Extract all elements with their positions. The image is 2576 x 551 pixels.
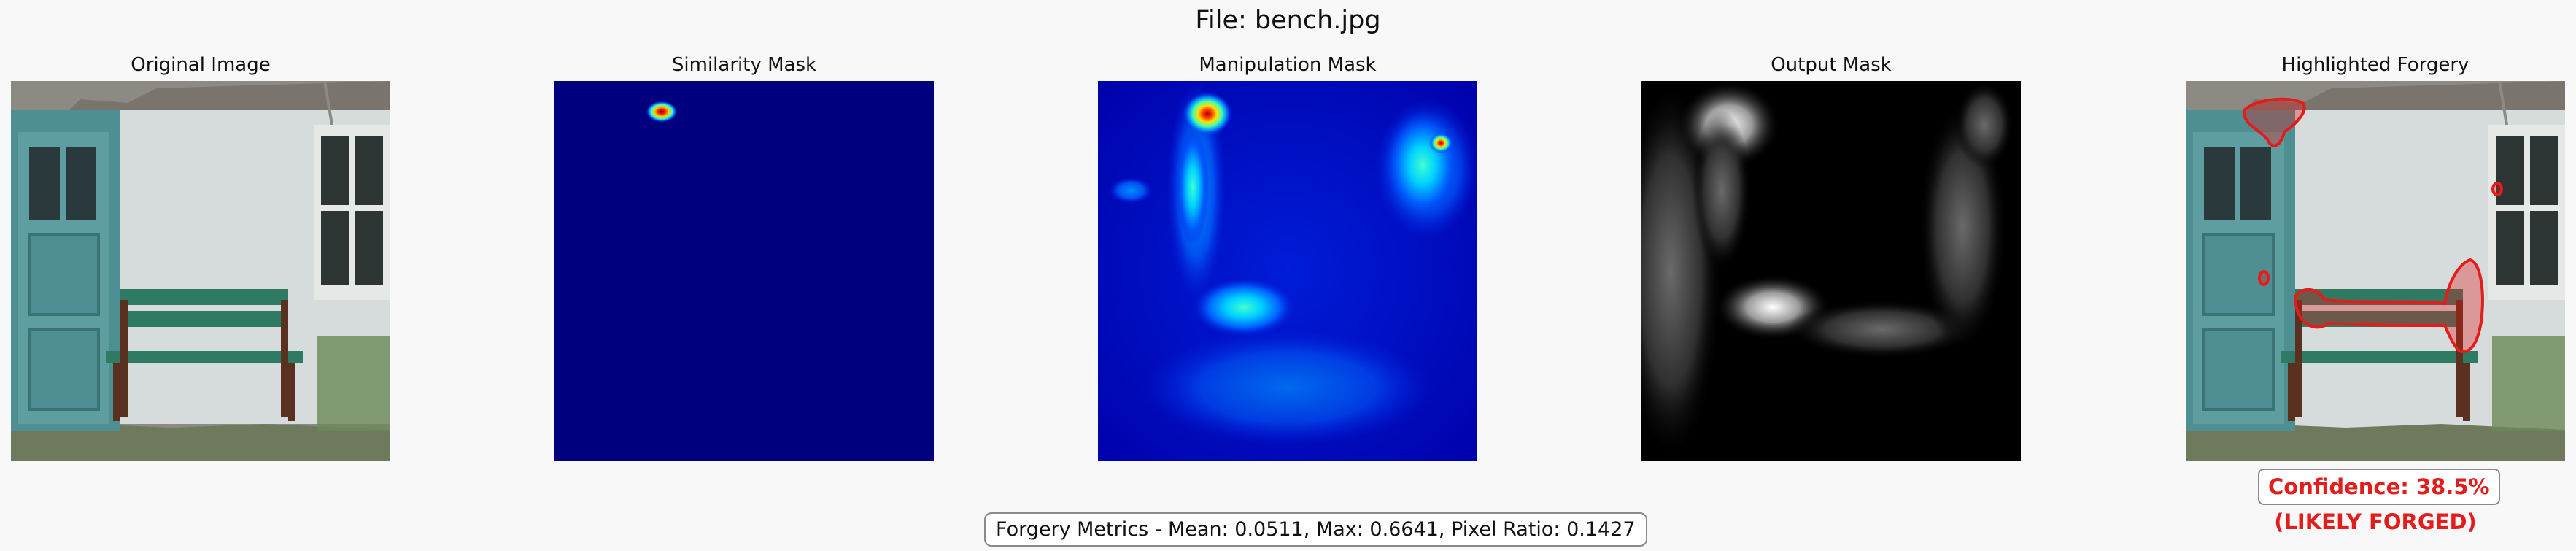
similarity-mask-panel: [554, 81, 934, 461]
panel-title-manipulation: Manipulation Mask: [1199, 54, 1377, 76]
panel-title-original: Original Image: [131, 54, 271, 76]
forgery-metrics-label: Forgery Metrics - Mean: 0.0511, Max: 0.6…: [984, 512, 1647, 547]
original-image: [11, 81, 390, 461]
manipulation-mask: [1098, 81, 1477, 461]
panel-title-highlighted: Highlighted Forgery: [2281, 54, 2469, 76]
output-mask-panel: [1641, 81, 2021, 461]
similarity-mask: [554, 81, 934, 461]
panel-title-output: Output Mask: [1771, 54, 1892, 76]
panel-title-similarity: Similarity Mask: [671, 54, 817, 76]
highlighted-forgery: [2186, 81, 2565, 461]
verdict-label: (LIKELY FORGED): [2274, 509, 2477, 534]
confidence-label: Confidence: 38.5%: [2258, 469, 2500, 505]
output-mask: [1641, 81, 2021, 461]
original-image-panel: [11, 81, 390, 461]
figure-title: File: bench.jpg: [1195, 6, 1381, 35]
manipulation-mask-panel: [1098, 81, 1477, 461]
highlighted-forgery-panel: [2186, 81, 2565, 461]
